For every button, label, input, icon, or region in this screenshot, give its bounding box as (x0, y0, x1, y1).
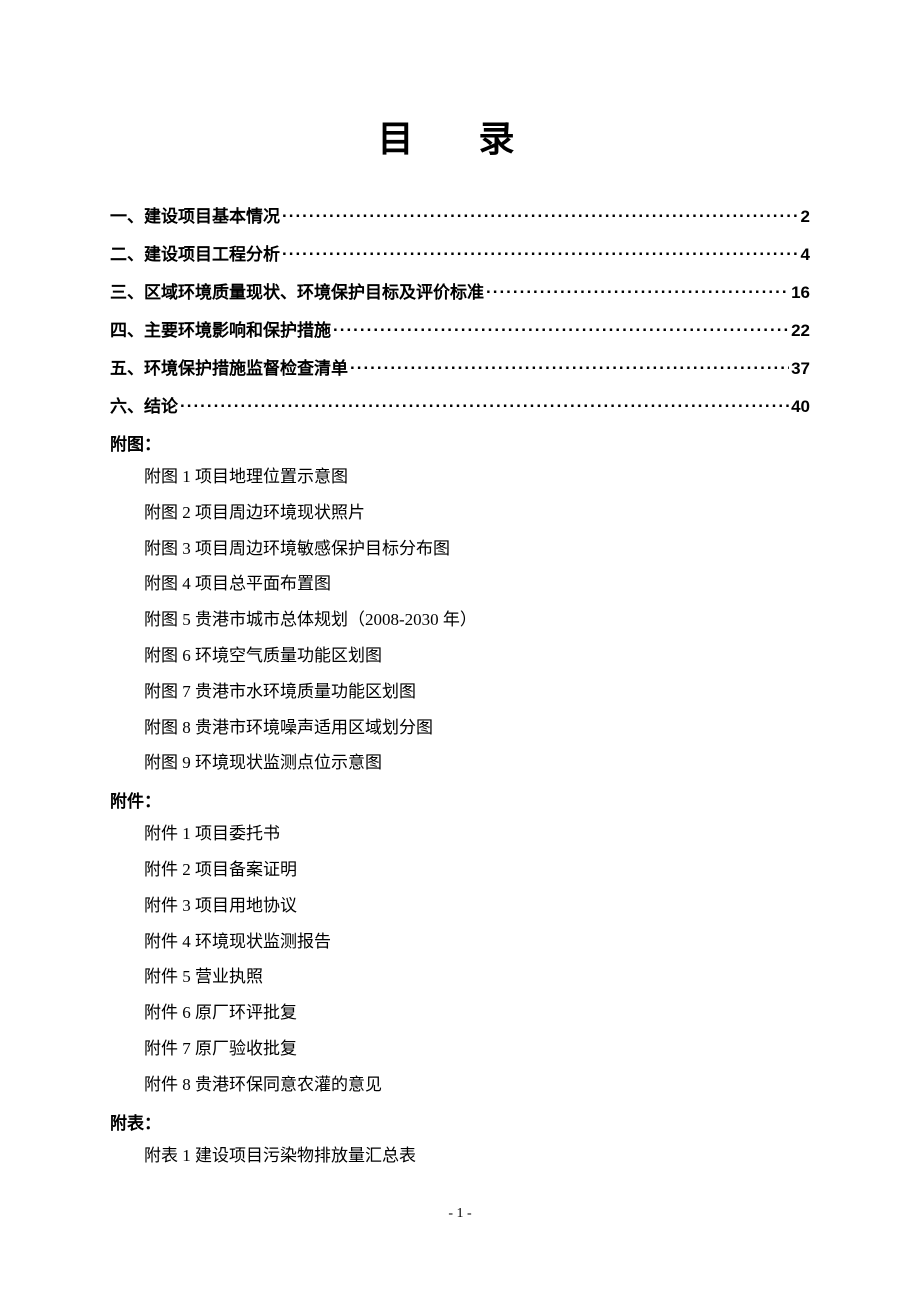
toc-page: 22 (791, 321, 810, 341)
toc-page: 4 (801, 245, 810, 265)
section-heading: 附图： (110, 430, 810, 455)
tables-section: 附表： 附表 1 建设项目污染物排放量汇总表 (110, 1109, 810, 1168)
section-heading: 附件： (110, 787, 810, 812)
list-item: 附图 9 环境现状监测点位示意图 (144, 751, 810, 775)
toc-dots (486, 281, 789, 298)
section-heading: 附表： (110, 1109, 810, 1134)
toc-page: 37 (791, 359, 810, 379)
list-item: 附图 2 项目周边环境现状照片 (144, 501, 810, 525)
toc-entry: 二、建设项目工程分析 4 (110, 240, 810, 265)
list-item: 附件 1 项目委托书 (144, 822, 810, 846)
toc-dots (282, 243, 799, 260)
page-title: 目 录 (110, 110, 810, 162)
toc-dots (180, 395, 789, 412)
toc-dots (282, 205, 799, 222)
toc-entry: 六、结论 40 (110, 392, 810, 417)
list-item: 附件 2 项目备案证明 (144, 858, 810, 882)
list-item: 附件 8 贵港环保同意农灌的意见 (144, 1073, 810, 1097)
toc-entry: 三、区域环境质量现状、环境保护目标及评价标准 16 (110, 278, 810, 303)
toc-dots (333, 319, 789, 336)
toc-label: 二、建设项目工程分析 (110, 240, 280, 265)
list-item: 附图 7 贵港市水环境质量功能区划图 (144, 680, 810, 704)
toc-dots (350, 357, 789, 374)
toc-entry: 一、建设项目基本情况 2 (110, 202, 810, 227)
list-item: 附图 6 环境空气质量功能区划图 (144, 644, 810, 668)
list-item: 附件 7 原厂验收批复 (144, 1037, 810, 1061)
list-item: 附图 1 项目地理位置示意图 (144, 465, 810, 489)
toc-label: 一、建设项目基本情况 (110, 202, 280, 227)
toc-entry: 四、主要环境影响和保护措施 22 (110, 316, 810, 341)
list-item: 附图 8 贵港市环境噪声适用区域划分图 (144, 716, 810, 740)
figures-section: 附图： 附图 1 项目地理位置示意图 附图 2 项目周边环境现状照片 附图 3 … (110, 430, 810, 775)
page-number: - 1 - (0, 1206, 920, 1222)
list-item: 附图 3 项目周边环境敏感保护目标分布图 (144, 537, 810, 561)
list-item: 附件 3 项目用地协议 (144, 894, 810, 918)
toc-label: 三、区域环境质量现状、环境保护目标及评价标准 (110, 278, 484, 303)
toc-label: 六、结论 (110, 392, 178, 417)
attachments-section: 附件： 附件 1 项目委托书 附件 2 项目备案证明 附件 3 项目用地协议 附… (110, 787, 810, 1096)
list-item: 附图 4 项目总平面布置图 (144, 572, 810, 596)
list-item: 附图 5 贵港市城市总体规划（2008-2030 年） (144, 608, 810, 632)
toc-page: 40 (791, 397, 810, 417)
list-item: 附件 6 原厂环评批复 (144, 1001, 810, 1025)
list-item: 附件 5 营业执照 (144, 965, 810, 989)
toc-label: 四、主要环境影响和保护措施 (110, 316, 331, 341)
list-item: 附表 1 建设项目污染物排放量汇总表 (144, 1144, 810, 1168)
toc-label: 五、环境保护措施监督检查清单 (110, 354, 348, 379)
toc-page: 2 (801, 207, 810, 227)
document-page: 目 录 一、建设项目基本情况 2 二、建设项目工程分析 4 三、区域环境质量现状… (0, 0, 920, 1167)
toc-entry: 五、环境保护措施监督检查清单 37 (110, 354, 810, 379)
toc-page: 16 (791, 283, 810, 303)
list-item: 附件 4 环境现状监测报告 (144, 930, 810, 954)
toc-block: 一、建设项目基本情况 2 二、建设项目工程分析 4 三、区域环境质量现状、环境保… (110, 202, 810, 417)
